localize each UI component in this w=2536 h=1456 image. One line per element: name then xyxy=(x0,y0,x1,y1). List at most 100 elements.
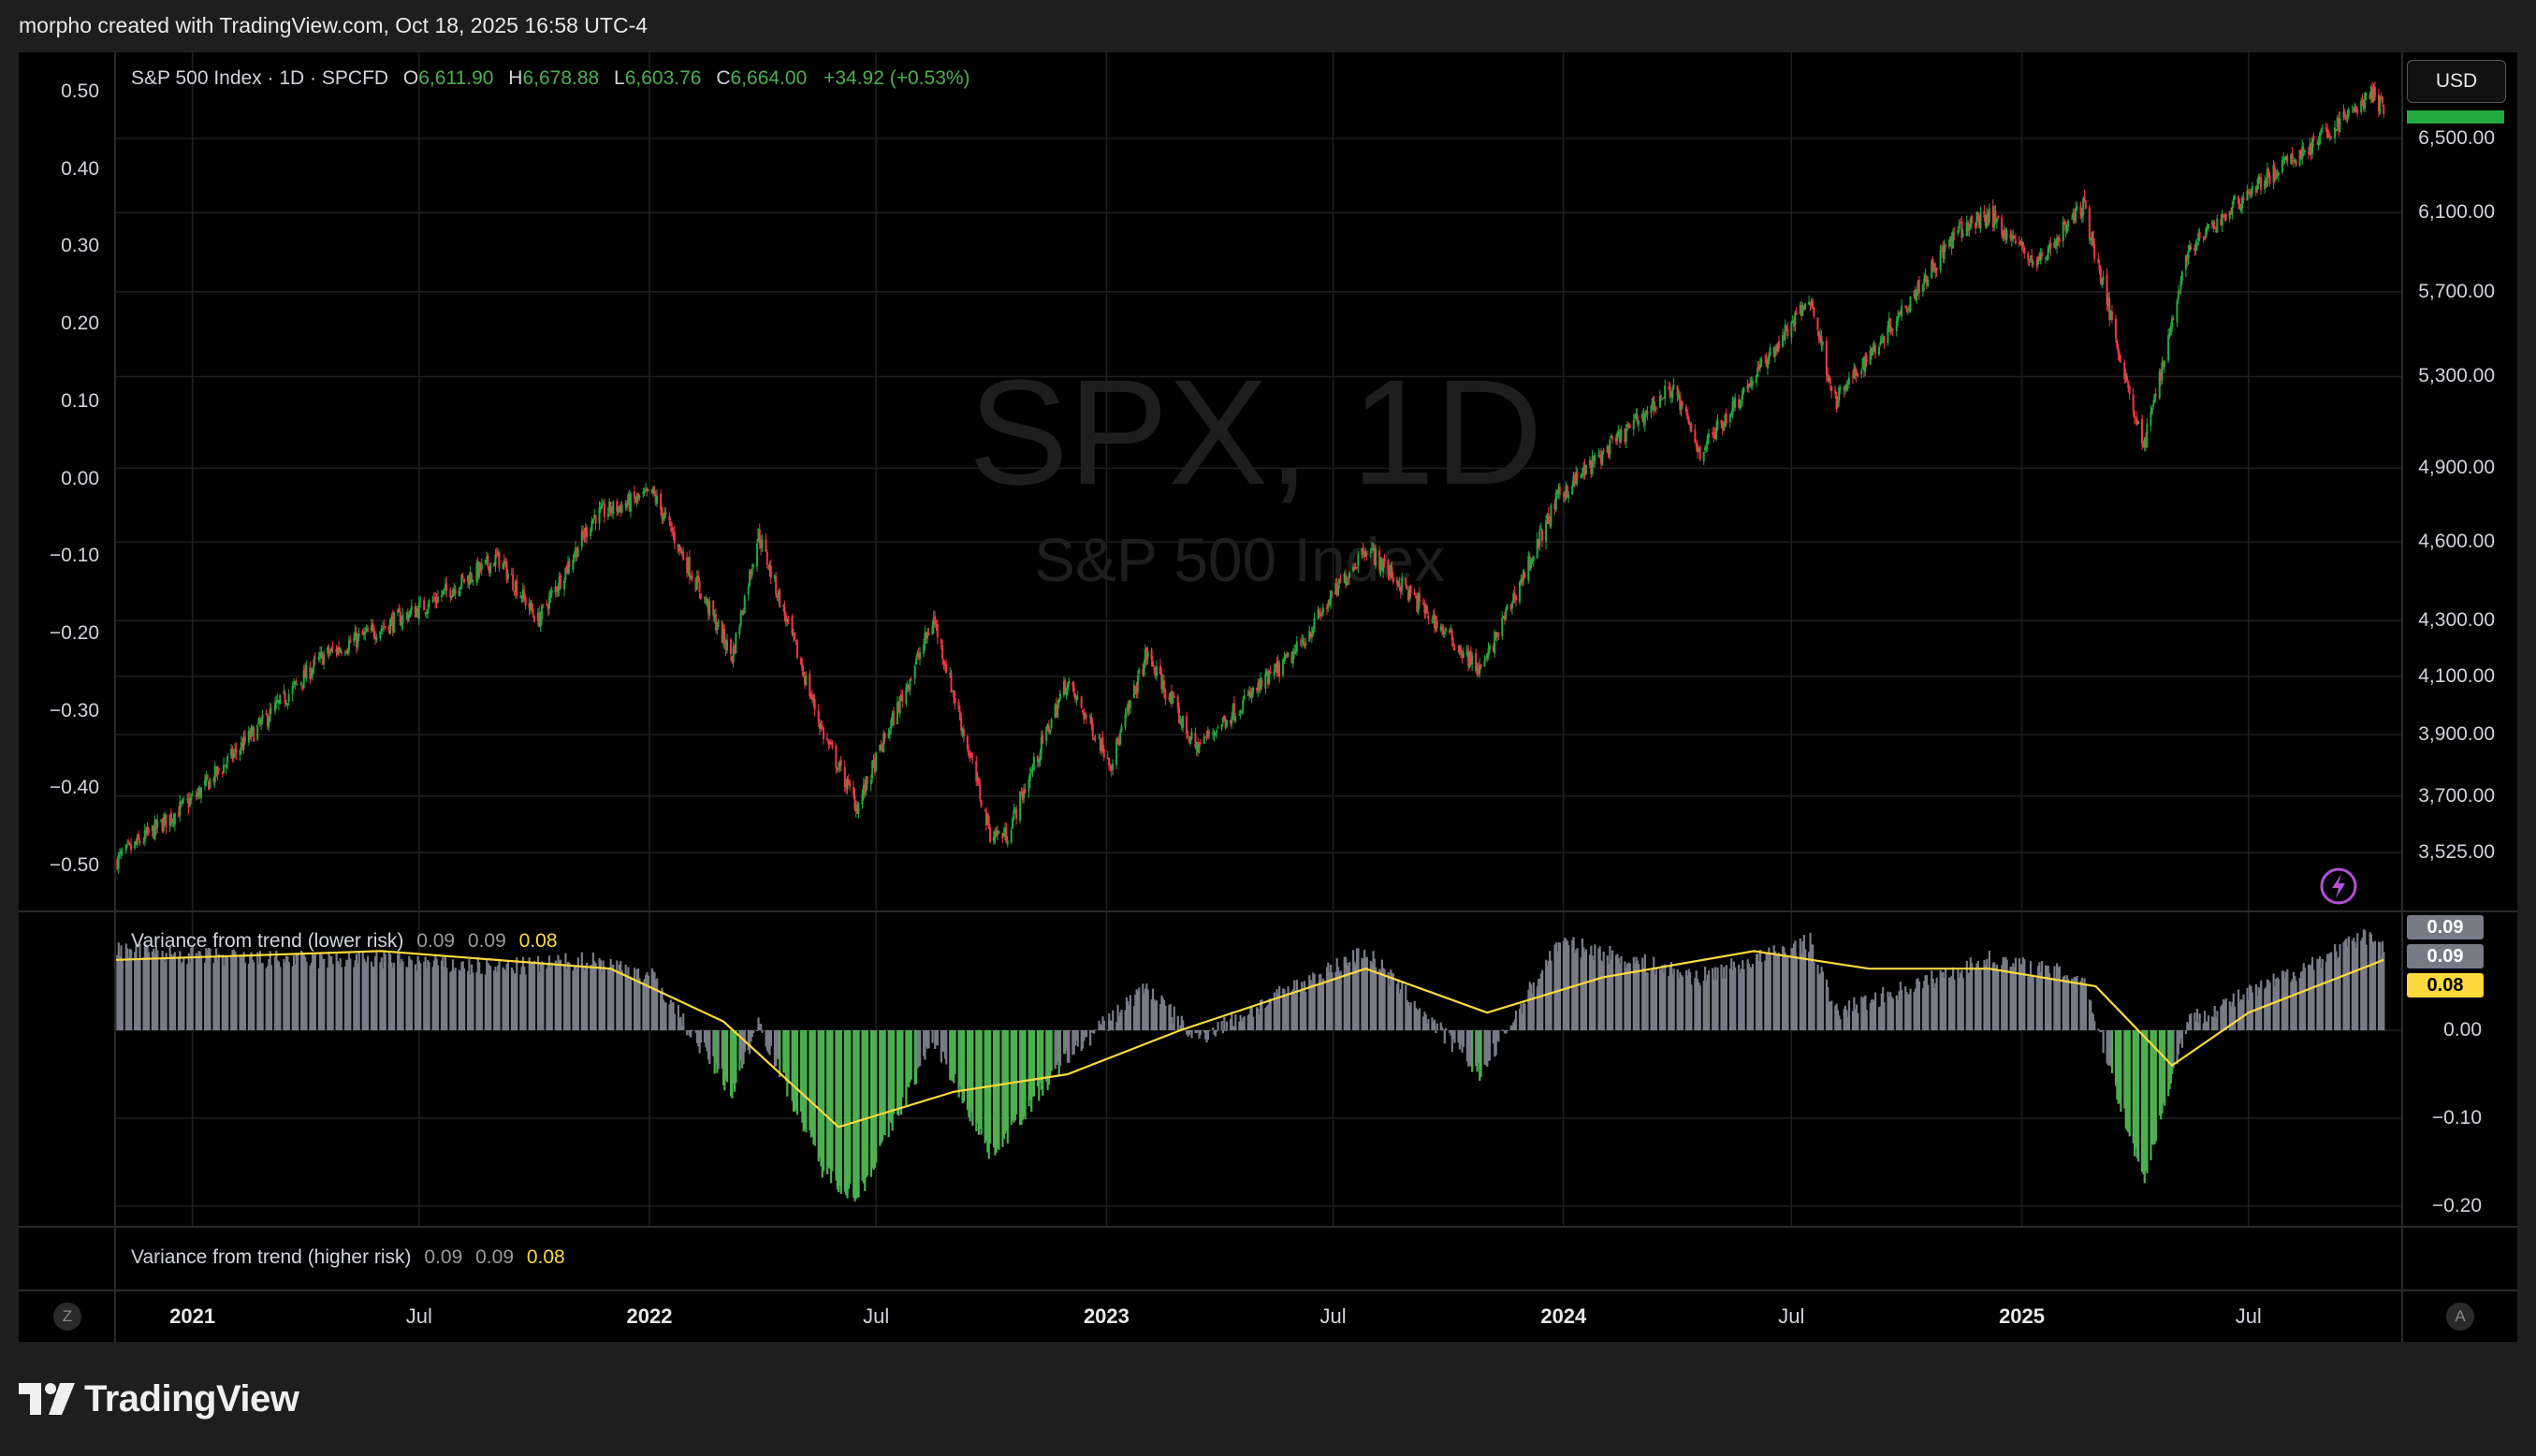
price-candle-body xyxy=(1418,592,1421,603)
variance-bar xyxy=(1483,1030,1486,1065)
price-candle-body xyxy=(831,743,834,748)
variance-bar xyxy=(1010,1030,1013,1126)
variance-bar xyxy=(625,977,629,1030)
price-candle-body xyxy=(1927,279,1930,286)
price-candle-body xyxy=(190,797,193,801)
price-candle-body xyxy=(550,590,553,593)
price-candle-body xyxy=(2013,236,2016,240)
price-candle-body xyxy=(783,606,786,617)
tradingview-logo[interactable]: TradingView xyxy=(19,1376,299,1422)
price-candle-body xyxy=(1186,716,1188,735)
variance-bar xyxy=(1730,958,1733,1030)
variance-bar xyxy=(478,962,481,1030)
price-candle-body xyxy=(1195,742,1198,750)
price-candle-body xyxy=(204,779,207,786)
price-candle-body xyxy=(1357,554,1360,566)
variance-bar xyxy=(1773,951,1777,1030)
grid-lines xyxy=(116,52,2401,1226)
price-candle-body xyxy=(1556,489,1559,494)
price-candle-body xyxy=(962,729,965,737)
replay-lightning-icon[interactable] xyxy=(2319,866,2358,906)
variance-bar xyxy=(226,957,229,1030)
indicator-pane-divider[interactable] xyxy=(19,1226,2517,1228)
main-pane-divider[interactable] xyxy=(19,910,2517,912)
indicator-higher-v2: 0.09 xyxy=(475,1246,514,1268)
price-candle-body xyxy=(819,721,822,730)
variance-bar xyxy=(1486,1030,1489,1067)
variance-bar xyxy=(142,957,145,1030)
variance-bar xyxy=(601,970,604,1030)
variance-bar xyxy=(328,955,332,1030)
variance-bar xyxy=(1721,978,1724,1030)
variance-bar xyxy=(1860,997,1863,1030)
price-candle-body xyxy=(226,756,229,764)
price-candle-body xyxy=(1917,280,1920,294)
price-candle-body xyxy=(2223,216,2226,218)
variance-bar xyxy=(2120,1030,2122,1113)
price-candle-body xyxy=(277,700,280,704)
variance-bar xyxy=(414,964,417,1030)
price-candle-body xyxy=(1617,431,1620,435)
price-candle-body xyxy=(1853,368,1856,379)
symbol-legend[interactable]: S&P 500 Index · 1D · SPCFD O6,611.90 H6,… xyxy=(131,67,970,90)
variance-bar xyxy=(498,961,501,1030)
price-candle-body xyxy=(2272,165,2275,182)
indicator-legend-lower[interactable]: Variance from trend (lower risk) 0.09 0.… xyxy=(131,930,558,953)
variance-bar xyxy=(2180,1030,2184,1048)
variance-bar xyxy=(2162,1030,2164,1102)
variance-bar xyxy=(1015,1030,1018,1114)
variance-bar xyxy=(1957,969,1960,1030)
price-candle-body xyxy=(1120,725,1123,732)
indicator-legend-higher[interactable]: Variance from trend (higher risk) 0.09 0… xyxy=(131,1246,565,1269)
variance-bar xyxy=(2347,936,2351,1030)
variance-bar xyxy=(1650,970,1653,1030)
variance-bar xyxy=(986,1030,989,1153)
variance-bar xyxy=(1154,1001,1157,1030)
variance-bar xyxy=(958,1030,962,1086)
variance-bar xyxy=(760,1024,763,1030)
variance-bar xyxy=(1423,1012,1426,1030)
price-candle-body xyxy=(2381,96,2383,104)
variance-bar xyxy=(783,1030,786,1073)
price-candle-body xyxy=(2082,197,2085,216)
price-candle-body xyxy=(1582,466,1585,475)
price-candle-body xyxy=(312,668,314,675)
variance-bar xyxy=(603,967,606,1030)
price-candle-body xyxy=(2102,276,2105,281)
variance-bar xyxy=(1151,988,1155,1030)
time-axis-tick: 2023 xyxy=(1083,1304,1130,1328)
price-candle-body xyxy=(847,779,850,781)
price-candle-body xyxy=(1784,325,1786,341)
price-candle-body xyxy=(1476,668,1479,671)
auto-scale-button[interactable]: A xyxy=(2446,1303,2474,1331)
price-candle-body xyxy=(1486,654,1489,659)
price-candle-body xyxy=(143,829,146,842)
variance-bar xyxy=(540,961,544,1030)
variance-bar xyxy=(1658,968,1662,1030)
variance-bar xyxy=(459,970,462,1030)
variance-bar xyxy=(401,958,403,1030)
variance-bar xyxy=(887,1030,890,1138)
variance-bar xyxy=(266,966,270,1030)
currency-button[interactable]: USD xyxy=(2407,60,2506,103)
price-candle-body xyxy=(1293,650,1296,655)
price-candle-body xyxy=(453,589,456,591)
variance-bar xyxy=(1795,955,1798,1030)
price-candle-body xyxy=(1030,768,1033,773)
price-candle-body xyxy=(1760,358,1763,367)
price-candle-body xyxy=(1641,414,1644,420)
variance-bar xyxy=(750,1030,752,1042)
variance-bar xyxy=(208,947,211,1030)
price-candle-body xyxy=(1380,559,1383,571)
price-candle-body xyxy=(713,615,716,617)
price-candle-body xyxy=(1449,630,1451,633)
price-candle-body xyxy=(697,575,700,583)
price-candle-body xyxy=(1661,399,1664,400)
variance-bar xyxy=(1562,940,1566,1030)
zoom-reset-button[interactable]: Z xyxy=(53,1303,81,1331)
price-candle-body xyxy=(1638,420,1640,425)
price-candle-body xyxy=(199,787,202,798)
variance-bar xyxy=(523,967,526,1030)
price-candle-body xyxy=(875,751,878,772)
